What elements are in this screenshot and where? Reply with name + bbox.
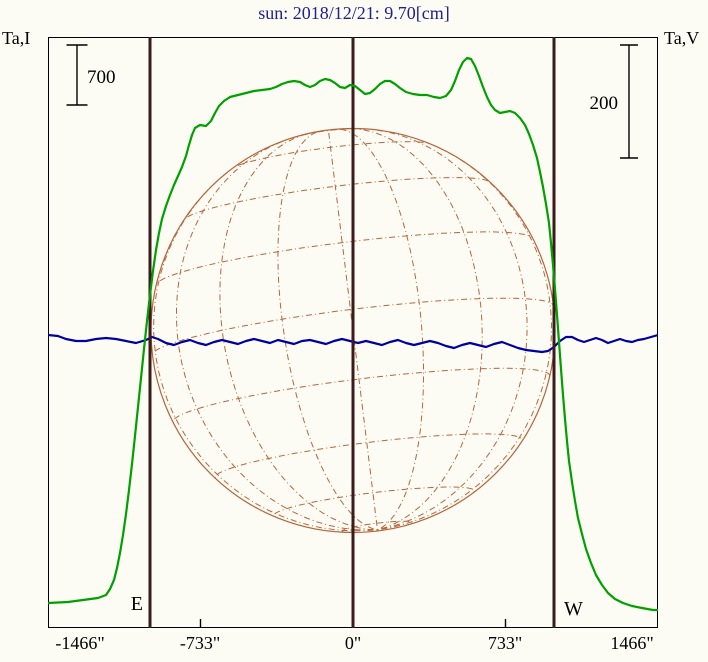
- right-axis-label: Ta,V: [664, 28, 700, 48]
- ta-v-curve: [48, 333, 658, 354]
- right-scale-bar: [620, 44, 638, 159]
- x-tick-label-1466: 1466": [610, 633, 654, 653]
- west-limb-label: W: [564, 598, 583, 620]
- chart-title: sun: 2018/12/21: 9.70[cm]: [258, 3, 450, 23]
- right-scale-bar-value: 200: [590, 93, 619, 114]
- x-tick-label-733: 733": [487, 633, 523, 653]
- left-scale-bar-value: 700: [87, 67, 116, 88]
- plot-drawing: [48, 37, 658, 628]
- left-axis-label: Ta,I: [2, 28, 31, 48]
- x-tick-label-neg733: -733": [179, 633, 221, 653]
- limb-and-center-lines: [148, 37, 556, 628]
- x-tick-label-neg1466: -1466": [55, 633, 105, 653]
- ta-i-curve: [48, 56, 658, 612]
- plot-svg: 700 200 E W: [48, 37, 658, 628]
- x-axis-minor-ticks: [199, 619, 507, 627]
- east-limb-label: E: [131, 593, 143, 615]
- x-tick-label-0: 0": [344, 633, 362, 653]
- left-scale-bar: [66, 44, 88, 106]
